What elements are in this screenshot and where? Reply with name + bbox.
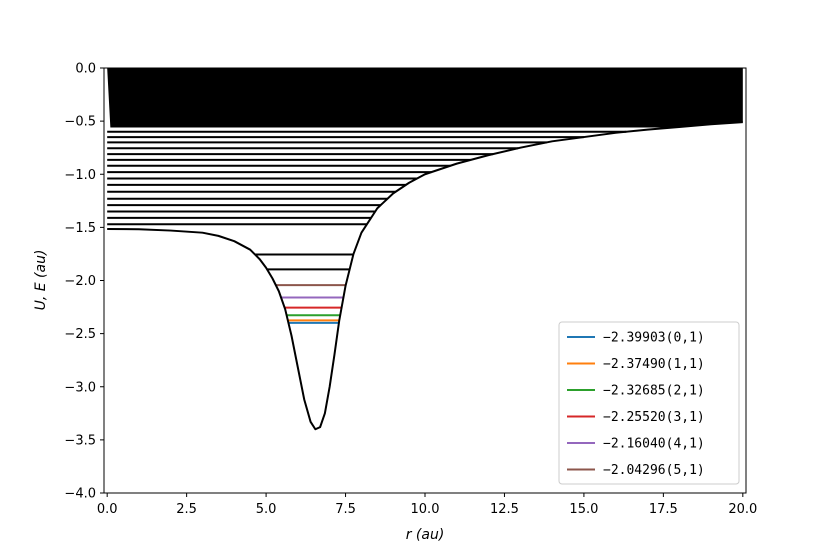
y-tick-label: −1.5 — [64, 221, 96, 236]
potential-curve — [107, 121, 743, 431]
x-axis: 0.0 2.5 5.0 7.5 10.0 12.5 15.0 17.5 20.0 — [97, 493, 757, 517]
y-tick-label: −1.0 — [64, 168, 96, 183]
legend-entry-5: −2.04296(5,1) — [603, 463, 705, 478]
y-tick-label: −0.5 — [64, 115, 96, 130]
x-tick-label: 10.0 — [411, 502, 440, 517]
continuum-fill — [107, 68, 743, 128]
x-tick-label: 15.0 — [569, 502, 598, 517]
legend-box — [558, 321, 740, 485]
x-tick-label: 20.0 — [728, 502, 757, 517]
x-tick-label: 2.5 — [176, 502, 197, 517]
y-tick-label: −3.5 — [64, 433, 96, 448]
legend-entry-1: −2.37490(1,1) — [603, 357, 705, 372]
y-tick-label: −2.5 — [64, 327, 96, 342]
x-tick-label: 17.5 — [649, 502, 678, 517]
x-tick-label: 12.5 — [490, 502, 519, 517]
x-tick-label: 5.0 — [256, 502, 277, 517]
legend-entry-4: −2.16040(4,1) — [603, 437, 705, 452]
x-tick-label: 0.0 — [97, 502, 118, 517]
y-tick-label: −4.0 — [64, 487, 96, 502]
y-tick-label: −2.0 — [64, 274, 96, 289]
legend: −2.39903(0,1) −2.37490(1,1) −2.32685(2,1) −… — [558, 321, 740, 485]
legend-entry-0: −2.39903(0,1) — [603, 331, 705, 346]
legend-entry-3: −2.25520(3,1) — [603, 410, 705, 425]
y-tick-label: −3.0 — [64, 380, 96, 395]
x-axis-label: r (au) — [406, 527, 445, 543]
y-axis: 0.0 −0.5 −1.0 −1.5 −2.0 −2.5 −3.0 −3.5 −4.0 — [64, 62, 104, 502]
y-axis-label: U, E (au) — [33, 250, 49, 311]
legend-entry-2: −2.32685(2,1) — [603, 384, 705, 399]
y-tick-label: 0.0 — [75, 62, 96, 77]
plot-area — [107, 68, 743, 431]
x-tick-label: 7.5 — [335, 502, 356, 517]
